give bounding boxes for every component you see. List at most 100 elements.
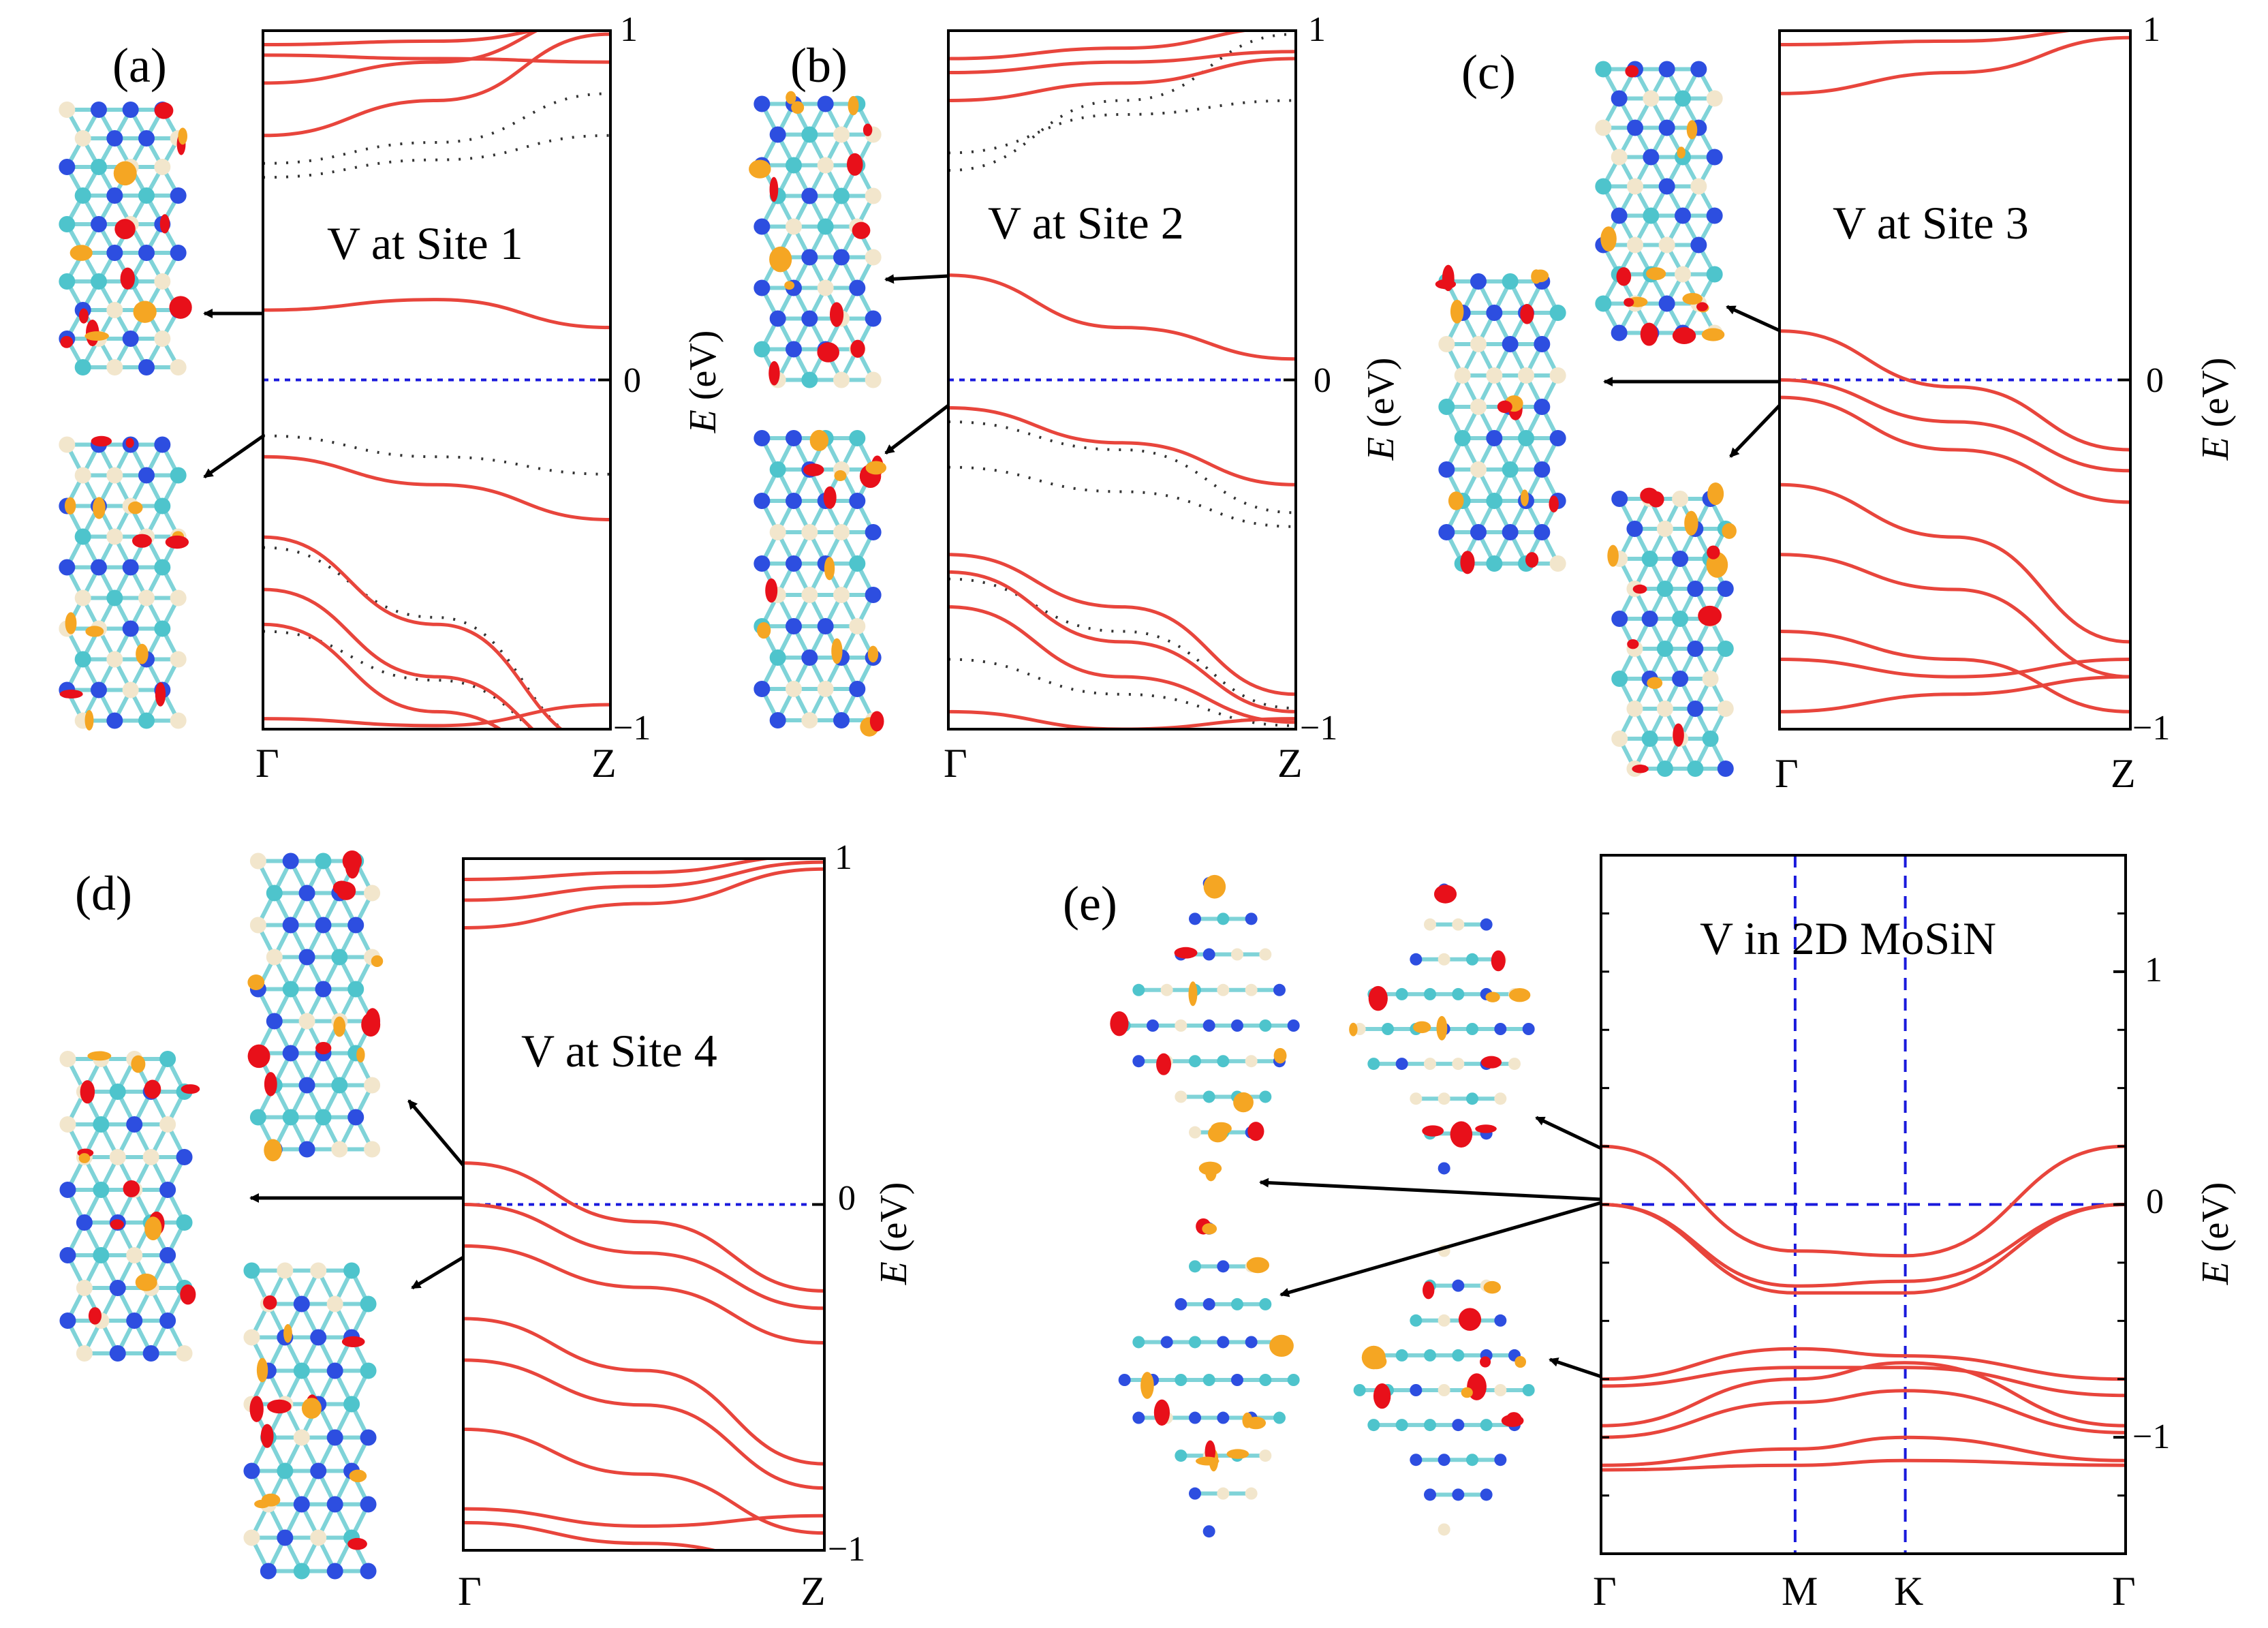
atom-sphere bbox=[91, 559, 107, 576]
atom-sphere bbox=[106, 467, 123, 484]
atom-sphere bbox=[310, 1329, 327, 1346]
atom-sphere bbox=[1706, 90, 1723, 107]
atom-sphere bbox=[1217, 1411, 1230, 1424]
atom-sphere bbox=[126, 1247, 143, 1263]
orbital-lobe bbox=[1640, 487, 1659, 504]
pointer-arrow bbox=[884, 274, 949, 284]
x-tick-a-1: Z bbox=[591, 741, 617, 786]
atom-sphere bbox=[1118, 1374, 1131, 1386]
orbital-lobe bbox=[768, 360, 780, 386]
orbital-lobe bbox=[1627, 639, 1639, 649]
atom-sphere bbox=[769, 461, 786, 478]
atom-sphere bbox=[1470, 273, 1487, 290]
band-line-5 bbox=[263, 703, 610, 728]
panel-label-c: (c) bbox=[1461, 45, 1516, 99]
atom-sphere bbox=[1273, 983, 1286, 996]
atom-sphere bbox=[1452, 918, 1465, 931]
atom-sphere bbox=[1438, 953, 1450, 966]
atom-sphere bbox=[347, 917, 364, 934]
atom-sphere bbox=[266, 885, 283, 902]
atom-sphere bbox=[769, 712, 786, 728]
atom-sphere bbox=[91, 681, 107, 698]
atom-sphere bbox=[833, 587, 850, 603]
svg-text:E(eV): E (eV) bbox=[2194, 1182, 2237, 1286]
band-line-0 bbox=[1780, 329, 2130, 452]
band-line-5 bbox=[1601, 1361, 2126, 1428]
orbital-lobe bbox=[1226, 1449, 1249, 1459]
y-axis-label-c: E (eV) bbox=[2194, 358, 2237, 461]
orbital-lobe bbox=[786, 91, 796, 104]
atom-sphere bbox=[293, 1496, 310, 1513]
arrow-e-4 bbox=[1549, 1357, 1602, 1379]
atom-sphere bbox=[1454, 430, 1471, 446]
atom-sphere bbox=[298, 949, 315, 966]
atom-sphere bbox=[1287, 1374, 1300, 1386]
atom-sphere bbox=[769, 310, 786, 327]
orbital-lobe bbox=[1514, 1355, 1527, 1368]
atom-sphere bbox=[170, 359, 187, 375]
atom-sphere bbox=[1217, 912, 1230, 925]
atom-sphere bbox=[1717, 581, 1734, 597]
y-axis-unit-e: (eV) bbox=[2194, 1182, 2237, 1253]
atom-sphere bbox=[1410, 1092, 1423, 1105]
atom-sphere bbox=[1672, 551, 1689, 567]
atom-sphere bbox=[93, 1247, 110, 1263]
atom-sphere bbox=[1702, 671, 1719, 687]
band-line-6 bbox=[1780, 658, 2130, 679]
atom-sphere bbox=[122, 331, 139, 347]
atom-sphere bbox=[1353, 1384, 1366, 1396]
orbital-lobe bbox=[823, 486, 837, 509]
atom-sphere bbox=[1611, 731, 1628, 747]
atom-sphere bbox=[1518, 367, 1534, 384]
atom-sphere bbox=[91, 273, 107, 290]
atom-sphere bbox=[801, 310, 818, 327]
atom-sphere bbox=[817, 279, 834, 296]
orbital-lobe bbox=[1497, 400, 1512, 414]
orbital-lobe bbox=[263, 1295, 277, 1310]
atom-sphere bbox=[176, 1345, 193, 1362]
atom-sphere bbox=[1549, 555, 1566, 572]
atom-sphere bbox=[1132, 983, 1145, 996]
x-tick-c-0: Γ bbox=[1775, 751, 1799, 796]
atom-sphere bbox=[1132, 1055, 1145, 1068]
atom-sphere bbox=[1438, 336, 1455, 352]
atom-sphere bbox=[1641, 731, 1658, 747]
atom-sphere bbox=[786, 218, 802, 235]
atom-sphere bbox=[1717, 701, 1734, 717]
atom-sphere bbox=[106, 302, 123, 318]
orbital-lobe bbox=[1156, 1053, 1172, 1075]
atom-sphere bbox=[1202, 1525, 1215, 1538]
orbital-lobe bbox=[88, 1307, 102, 1325]
atom-sphere bbox=[1627, 236, 1643, 254]
orbital-lobe bbox=[1480, 1056, 1502, 1069]
orbital-lobe bbox=[817, 342, 839, 363]
pointer-arrow bbox=[407, 1099, 465, 1167]
atom-sphere bbox=[865, 249, 882, 266]
atom-sphere bbox=[249, 853, 266, 870]
atom-sphere bbox=[786, 681, 802, 697]
atom-sphere bbox=[298, 1077, 315, 1094]
svg-text:E(eV): E (eV) bbox=[1360, 358, 1402, 461]
orbital-lobe bbox=[1701, 328, 1725, 341]
atom-sphere bbox=[1231, 1297, 1243, 1310]
band-line-1 bbox=[1780, 378, 2130, 473]
atom-sphere bbox=[1687, 581, 1704, 597]
atom-sphere bbox=[1367, 1419, 1380, 1432]
atom-sphere bbox=[786, 430, 802, 446]
atom-sphere bbox=[786, 157, 802, 174]
atom-sphere bbox=[1452, 1058, 1465, 1071]
x-tick-e-3: Γ bbox=[2112, 1569, 2136, 1614]
atom-sphere bbox=[331, 949, 348, 966]
atom-sphere bbox=[1452, 1488, 1465, 1501]
atom-sphere bbox=[138, 589, 155, 606]
band-line-2 bbox=[948, 553, 1296, 696]
atom-sphere bbox=[1217, 1487, 1230, 1500]
orbital-illustration-a-top bbox=[59, 102, 192, 375]
pointer-arrow bbox=[1549, 1357, 1602, 1379]
atom-sphere bbox=[106, 130, 123, 147]
orbital-lobe bbox=[867, 645, 879, 663]
orbital-lobe bbox=[1211, 1122, 1232, 1135]
atom-sphere bbox=[1549, 367, 1566, 384]
band-line-3 bbox=[948, 570, 1296, 713]
orbital-lobe bbox=[65, 612, 77, 634]
